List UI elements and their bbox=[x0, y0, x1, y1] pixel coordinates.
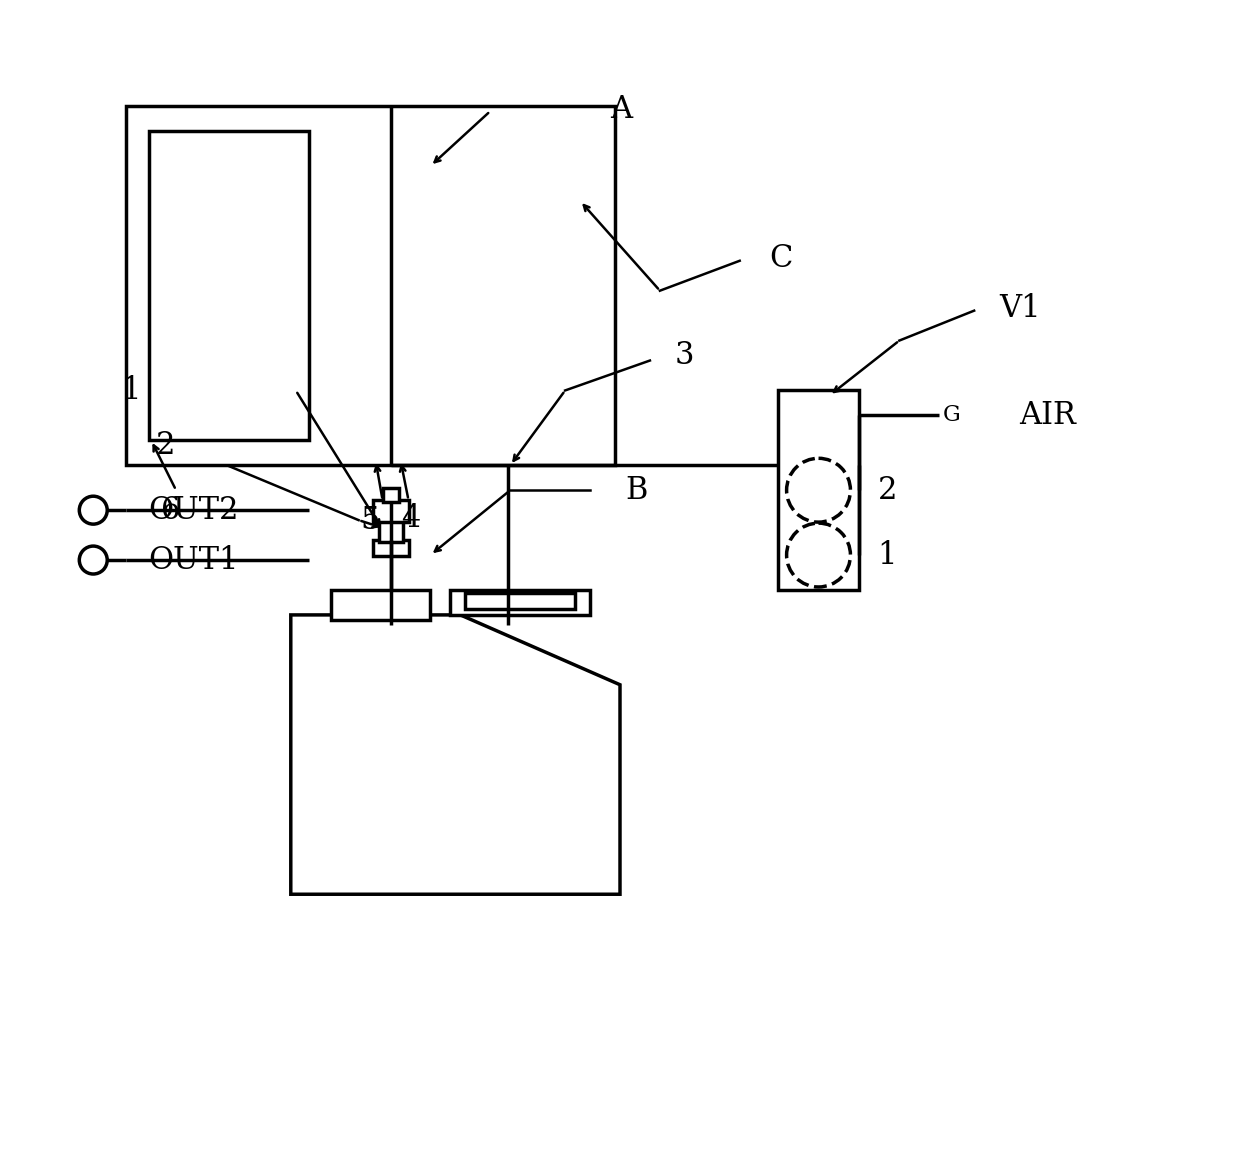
Text: AIR: AIR bbox=[1019, 400, 1076, 431]
Text: B: B bbox=[625, 475, 647, 505]
Bar bbox=[126, 107, 615, 465]
Text: 1: 1 bbox=[122, 376, 141, 406]
Text: 2: 2 bbox=[156, 430, 176, 461]
Bar bbox=[372, 540, 408, 556]
Text: V1: V1 bbox=[999, 293, 1040, 325]
Bar bbox=[149, 131, 309, 440]
Text: C: C bbox=[770, 243, 794, 275]
Bar bbox=[450, 590, 590, 615]
Text: 6: 6 bbox=[161, 495, 181, 526]
Bar bbox=[777, 391, 859, 590]
Text: OUT1: OUT1 bbox=[148, 545, 238, 576]
Text: OUT2: OUT2 bbox=[148, 495, 238, 526]
Text: 2: 2 bbox=[878, 475, 897, 505]
Text: G: G bbox=[942, 404, 960, 427]
Text: 3: 3 bbox=[675, 340, 694, 371]
Bar bbox=[378, 520, 403, 542]
Text: 1: 1 bbox=[878, 540, 897, 570]
Bar bbox=[465, 593, 575, 608]
Text: 5: 5 bbox=[361, 504, 381, 535]
Bar bbox=[383, 488, 398, 502]
Text: A: A bbox=[610, 94, 632, 125]
Text: 4: 4 bbox=[401, 503, 420, 533]
Polygon shape bbox=[291, 615, 620, 895]
Bar bbox=[372, 501, 408, 523]
Bar bbox=[331, 590, 430, 620]
